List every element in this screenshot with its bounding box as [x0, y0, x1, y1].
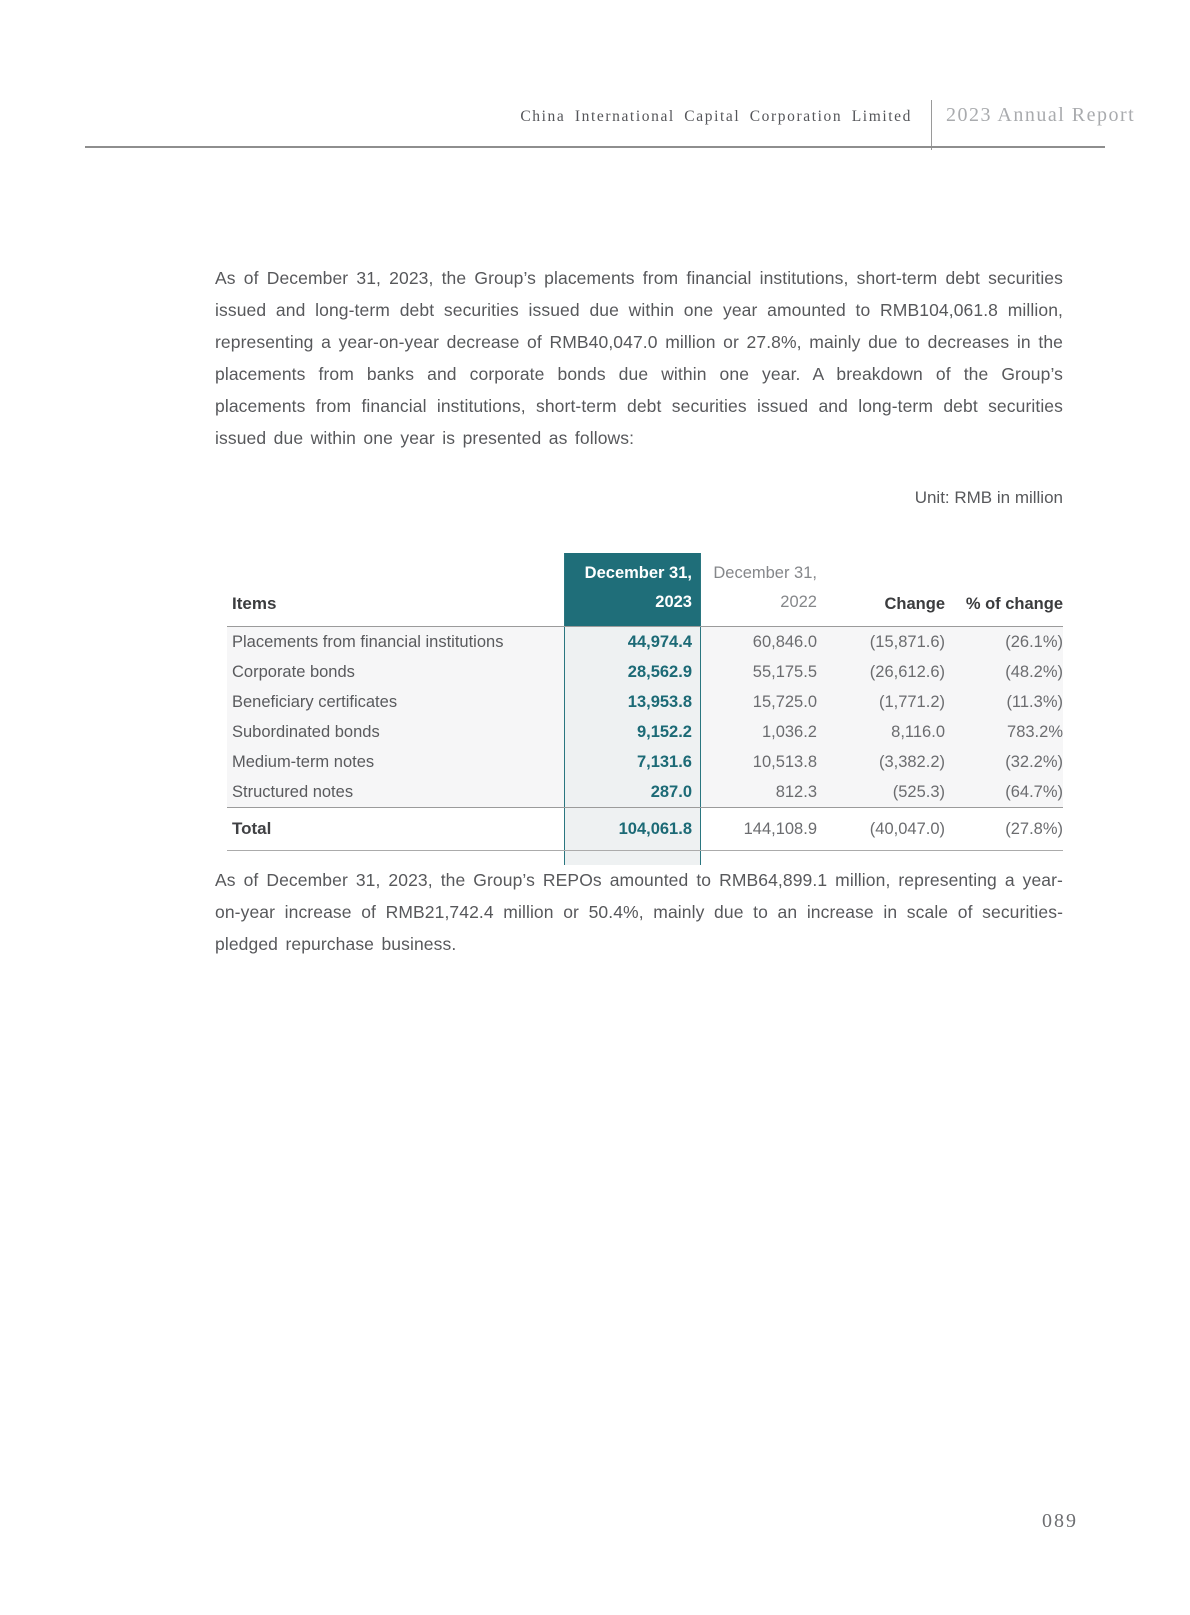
col-header-2022-line2: 2022: [780, 593, 817, 611]
row-value-change: (525.3): [892, 782, 945, 801]
col-header-2023-line1: December 31,: [584, 564, 692, 582]
row-item-label: Medium-term notes: [232, 752, 375, 771]
total-value-change: (40,047.0): [869, 819, 945, 838]
table-total-row: Total 104,061.8 144,108.9 (40,047.0) (27…: [227, 807, 1063, 851]
table-grid: Items December 31, 2023 December 31, 202…: [227, 553, 1063, 851]
closing-paragraph: As of December 31, 2023, the Group’s REP…: [215, 870, 1063, 954]
row-value-pct: (32.2%): [1005, 752, 1063, 771]
row-value-change: (26,612.6): [869, 662, 945, 681]
col-header-2023: December 31, 2023: [564, 559, 701, 626]
row-value-change: (15,871.6): [869, 632, 945, 651]
row-value-pct: 783.2%: [1007, 722, 1063, 741]
row-value-2023: 287.0: [650, 782, 692, 801]
row-value-2023: 44,974.4: [627, 632, 692, 651]
row-value-pct: (64.7%): [1005, 782, 1063, 801]
row-value-2022: 55,175.5: [752, 662, 817, 681]
row-item-label: Structured notes: [232, 782, 354, 801]
row-value-2022: 10,513.8: [752, 752, 817, 771]
table-row: Corporate bonds 28,562.9 55,175.5 (26,61…: [227, 657, 1063, 687]
total-value-pct: (27.8%): [1005, 819, 1063, 838]
intro-paragraph: As of December 31, 2023, the Group’s pla…: [215, 268, 1063, 448]
total-label: Total: [232, 819, 272, 838]
row-item-label: Beneficiary certificates: [232, 692, 398, 711]
table-row: Subordinated bonds 9,152.2 1,036.2 8,116…: [227, 717, 1063, 747]
breakdown-table: Items December 31, 2023 December 31, 202…: [227, 553, 1063, 867]
row-value-2023: 7,131.6: [636, 752, 692, 771]
unit-note: Unit: RMB in million: [914, 488, 1063, 507]
row-value-pct: (26.1%): [1005, 632, 1063, 651]
row-value-2023: 13,953.8: [627, 692, 692, 711]
row-value-2023: 28,562.9: [627, 662, 692, 681]
table-row: Beneficiary certificates 13,953.8 15,725…: [227, 687, 1063, 717]
highlight-column-2023: [564, 553, 701, 865]
header-rule: [85, 146, 1105, 148]
row-value-2023: 9,152.2: [636, 722, 692, 741]
col-header-2023-line2: 2023: [655, 593, 692, 611]
table-row: Placements from financial institutions 4…: [227, 627, 1063, 657]
table-row: Structured notes 287.0 812.3 (525.3) (64…: [227, 777, 1063, 807]
table-header-row: Items December 31, 2023 December 31, 202…: [227, 553, 1063, 627]
header-divider: [931, 100, 932, 150]
row-value-pct: (48.2%): [1005, 662, 1063, 681]
row-value-2022: 812.3: [775, 782, 817, 801]
report-title: 2023 Annual Report: [946, 104, 1136, 126]
row-value-pct: (11.3%): [1006, 692, 1063, 711]
row-value-2022: 1,036.2: [761, 722, 817, 741]
highlight-column-header-bg: [565, 553, 700, 627]
col-header-pct-change: % of change: [965, 595, 1063, 613]
col-header-2022: December 31, 2022: [701, 559, 817, 626]
col-header-change: Change: [884, 595, 945, 613]
row-item-label: Placements from financial institutions: [232, 632, 504, 651]
col-header-2022-line1: December 31,: [713, 564, 817, 582]
row-value-2022: 60,846.0: [752, 632, 817, 651]
table-row: Medium-term notes 7,131.6 10,513.8 (3,38…: [227, 747, 1063, 777]
row-item-label: Corporate bonds: [232, 662, 355, 681]
page-number: 089: [1042, 1510, 1078, 1532]
company-name: China International Capital Corporation …: [520, 108, 912, 125]
col-header-items: Items: [232, 594, 277, 613]
row-item-label: Subordinated bonds: [232, 722, 380, 741]
row-value-change: 8,116.0: [891, 722, 945, 741]
row-value-change: (1,771.2): [878, 692, 945, 711]
highlight-column-body-bg: [565, 627, 700, 865]
total-value-2022: 144,108.9: [743, 819, 817, 838]
row-value-change: (3,382.2): [878, 752, 945, 771]
total-value-2023: 104,061.8: [618, 819, 692, 838]
row-value-2022: 15,725.0: [752, 692, 817, 711]
